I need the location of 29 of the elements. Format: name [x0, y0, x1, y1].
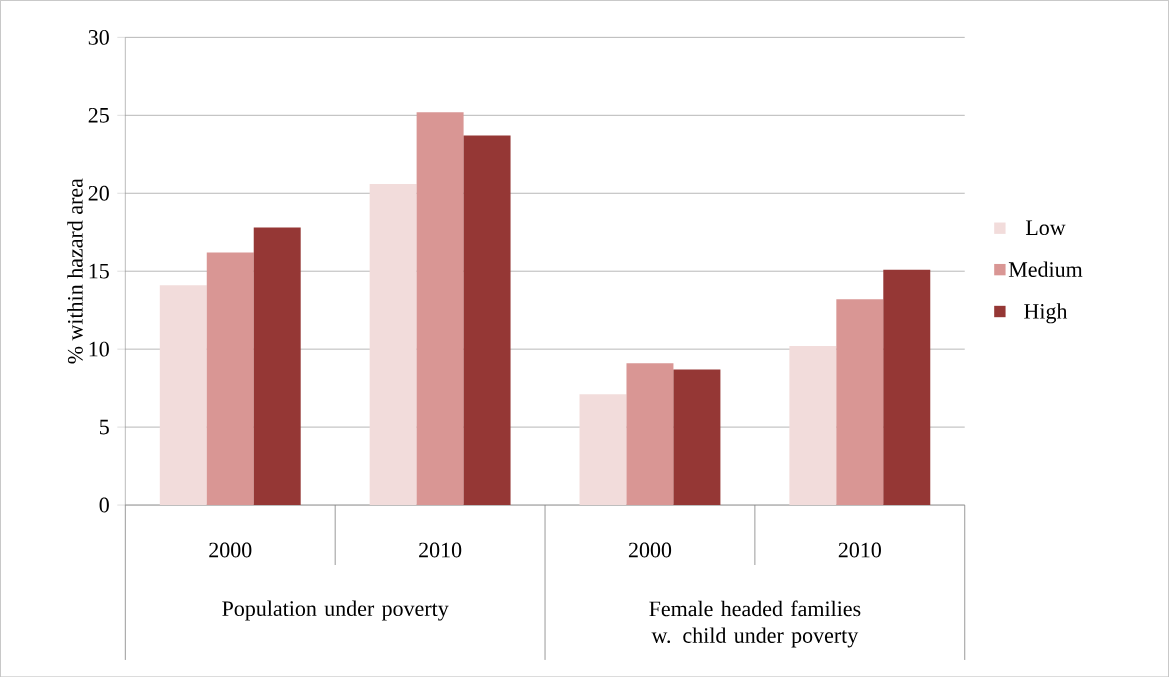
- text: Population under poverty: [222, 600, 449, 621]
- x-tick-label: 2010: [419, 542, 462, 558]
- y-tick-label: 0: [99, 497, 109, 513]
- bar: [673, 369, 721, 505]
- y-axis-title: % within hazard area: [67, 178, 83, 364]
- bar: [789, 345, 837, 505]
- bar: [626, 363, 674, 505]
- y-tick-label: 30: [88, 29, 109, 45]
- bar: [579, 394, 627, 505]
- y-tick-label: 10: [89, 341, 109, 357]
- bar: [159, 285, 207, 505]
- bar: [883, 269, 931, 505]
- bar: [416, 112, 464, 505]
- y-tick-label: 25: [88, 107, 109, 123]
- y-tick-label: 5: [100, 419, 109, 435]
- y-tick-label: 20: [88, 185, 109, 201]
- text: Female headed families w. child under poverty: [649, 600, 861, 648]
- bar: [206, 252, 254, 505]
- y-tick-label: 15: [89, 263, 109, 279]
- x-tick-label: 2000: [209, 542, 252, 558]
- bar: [369, 183, 417, 505]
- bar: [253, 227, 301, 505]
- legend-label: Medium: [1008, 261, 1083, 277]
- bar: [836, 299, 884, 505]
- x-tick-label: 2000: [628, 542, 672, 558]
- legend-label: High: [1024, 303, 1068, 324]
- x-tick-label: 2010: [838, 542, 881, 558]
- legend-label: Low: [1025, 220, 1066, 235]
- bar: [463, 135, 511, 505]
